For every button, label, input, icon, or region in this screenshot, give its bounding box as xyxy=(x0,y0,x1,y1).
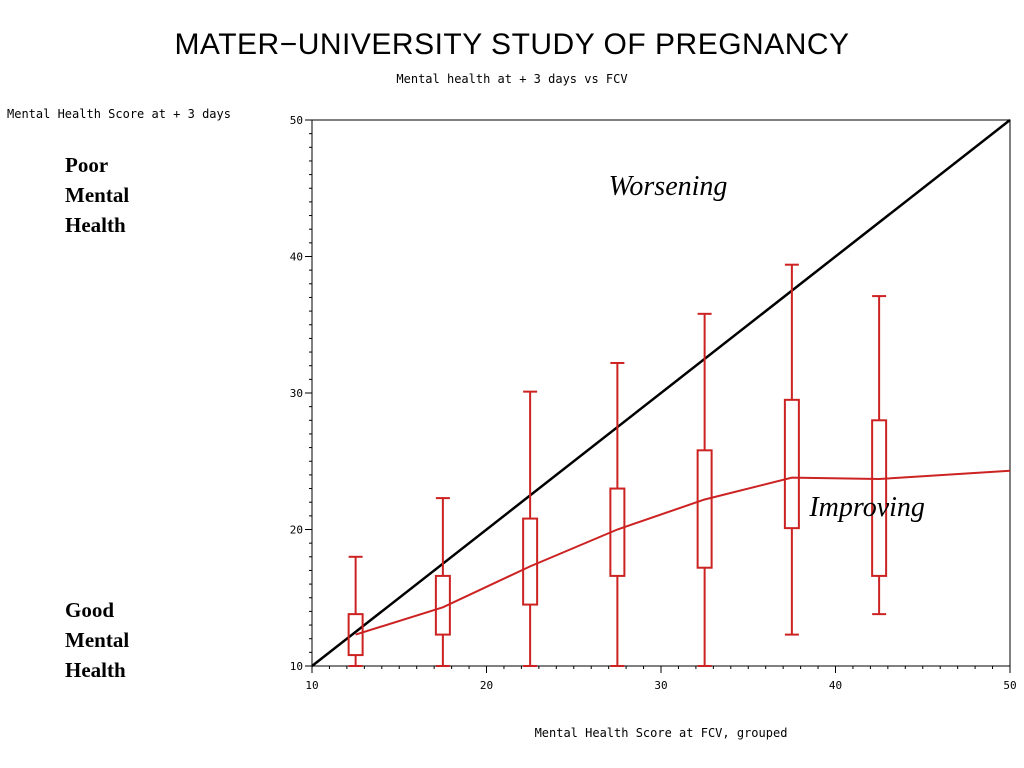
x-tick-label: 20 xyxy=(480,679,493,692)
box-iqr xyxy=(522,517,539,606)
x-tick-label: 10 xyxy=(305,679,318,692)
side-note-line: Health xyxy=(65,658,126,682)
box-iqr xyxy=(696,449,713,569)
annotation-improving: Improving xyxy=(808,492,925,523)
y-tick-label: 20 xyxy=(290,524,303,537)
box-plot-group xyxy=(609,361,626,667)
box-plot-group xyxy=(347,555,364,667)
x-tick-label: 30 xyxy=(654,679,667,692)
box-plot-group xyxy=(696,312,713,667)
reference-diagonal-line xyxy=(311,119,1011,667)
x-tick-label: 50 xyxy=(1003,679,1016,692)
y-tick-label: 40 xyxy=(290,251,303,264)
x-tick-label: 40 xyxy=(829,679,842,692)
poor-mental-health-note: Poor Mental Health xyxy=(65,150,185,240)
side-note-line: Good xyxy=(65,598,115,622)
box-plot-group xyxy=(434,497,451,667)
y-axis-label: Mental Health Score at + 3 days xyxy=(7,107,231,121)
side-note-line: Mental xyxy=(65,183,130,207)
box-plot-group xyxy=(783,263,800,636)
side-note-line: Poor xyxy=(65,153,109,177)
y-tick-label: 50 xyxy=(290,114,303,127)
chart-subtitle: Mental health at + 3 days vs FCV xyxy=(396,72,628,86)
annotation-worsening: Worsening xyxy=(609,171,728,202)
box-plot-group xyxy=(871,295,888,616)
box-iqr xyxy=(871,419,888,577)
chart-title: MATER−UNIVERSITY STUDY OF PREGNANCY xyxy=(174,28,850,61)
side-note-line: Mental xyxy=(65,628,130,652)
box-iqr xyxy=(783,398,800,530)
y-tick-label: 10 xyxy=(290,660,303,673)
median-line xyxy=(355,469,1011,636)
y-tick-label: 30 xyxy=(290,387,303,400)
box-iqr xyxy=(347,613,364,657)
box-plot-group xyxy=(522,390,539,667)
box-iqr xyxy=(434,574,451,636)
side-note-line: Health xyxy=(65,213,126,237)
x-axis-label: Mental Health Score at FCV, grouped xyxy=(534,726,788,740)
good-mental-health-note: Good Mental Health xyxy=(65,595,185,685)
